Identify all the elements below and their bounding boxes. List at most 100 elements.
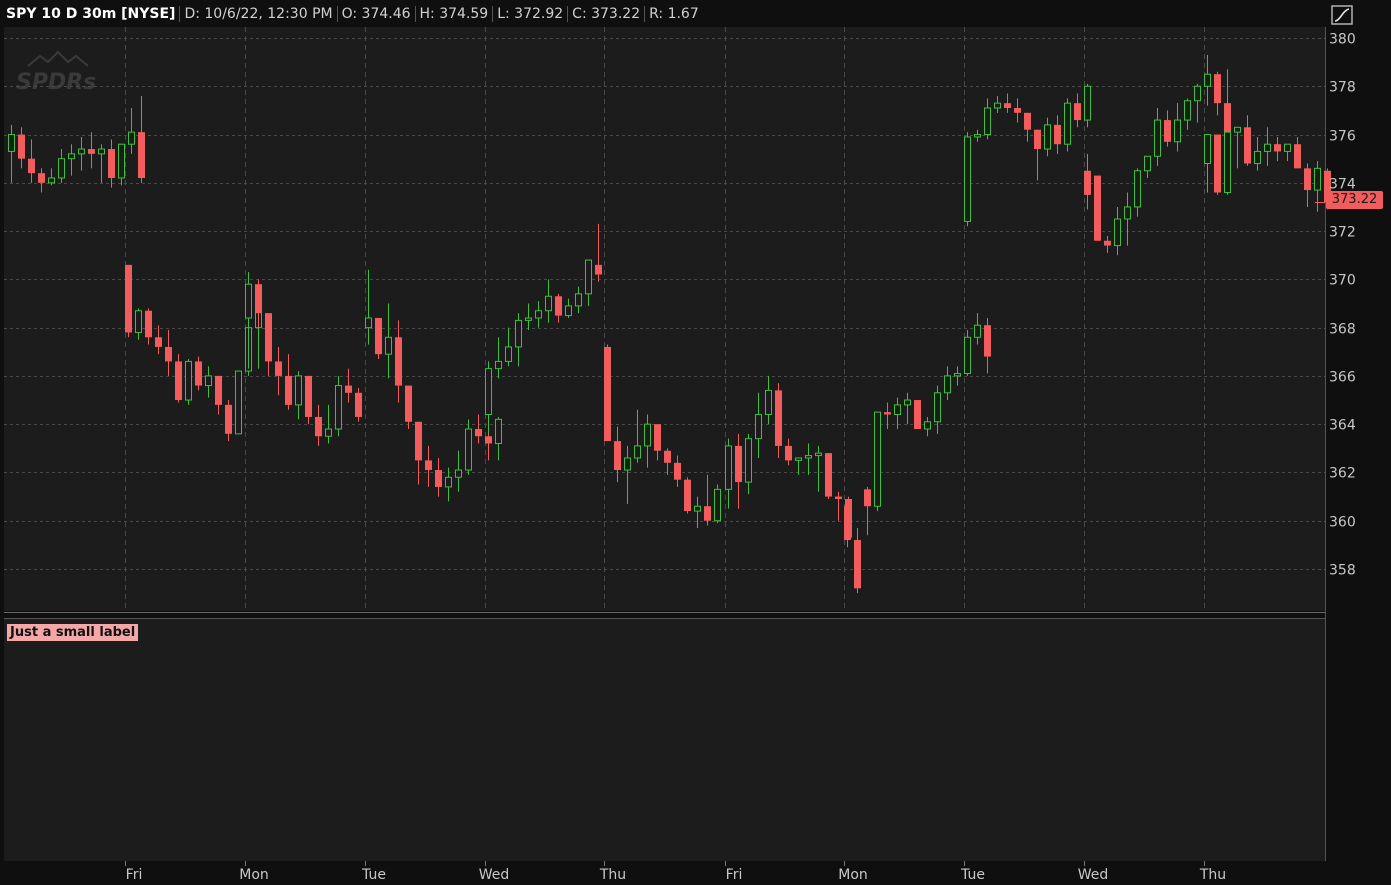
candles-layer: [8, 54, 1331, 594]
candle: [735, 433, 742, 509]
candle-body: [775, 390, 782, 446]
candle-body: [305, 375, 312, 417]
candle: [545, 279, 552, 323]
price-pane[interactable]: [4, 27, 1325, 611]
candle-body: [664, 450, 671, 463]
candle: [1204, 134, 1211, 193]
candle: [1254, 136, 1261, 171]
candle-body: [355, 392, 362, 417]
candle-body: [854, 540, 861, 589]
candle-body: [704, 506, 711, 521]
high-readout: H: 374.59: [414, 6, 493, 22]
candle: [175, 354, 182, 403]
candle: [934, 385, 941, 434]
symbol-title[interactable]: SPY 10 D 30m [NYSE]: [6, 6, 176, 22]
price-tick-label: 364: [1329, 418, 1356, 434]
candle-body: [864, 489, 871, 507]
candle: [785, 438, 792, 466]
study-pane[interactable]: [4, 619, 1325, 861]
candle: [974, 129, 981, 142]
candle-body: [335, 385, 342, 430]
candle: [28, 139, 35, 183]
candle: [515, 313, 522, 367]
candle: [1274, 136, 1281, 162]
candle: [245, 272, 252, 369]
candle-body: [285, 375, 292, 405]
candle-body: [694, 505, 701, 512]
candle-body: [805, 455, 812, 459]
date-readout: D: 10/6/22, 12:30 PM: [179, 6, 336, 22]
candle-body: [58, 158, 65, 179]
candle: [1244, 115, 1251, 166]
candle: [1074, 93, 1081, 128]
open-readout: O: 374.46: [336, 6, 415, 22]
candle: [165, 330, 172, 376]
candle-body: [785, 445, 792, 461]
time-axis[interactable]: Fri Mon Tue Wed Thu Fri Mon Tue Wed Thu: [125, 861, 1227, 883]
candle-body: [844, 506, 851, 541]
candle: [185, 359, 192, 405]
time-tick-label: Tue: [361, 867, 386, 883]
candle-body: [525, 317, 532, 321]
chart-style-icon[interactable]: [1330, 4, 1354, 26]
candle: [1044, 117, 1051, 157]
candle: [405, 385, 412, 430]
candle: [275, 346, 282, 396]
candle-body: [215, 375, 222, 405]
candle: [674, 455, 681, 487]
candle-body: [1014, 107, 1021, 113]
candle: [864, 486, 871, 536]
candle-body: [535, 310, 542, 319]
close-readout: C: 373.22: [567, 6, 644, 22]
candle: [415, 421, 422, 485]
price-tick-label: 380: [1329, 32, 1356, 48]
candle: [285, 354, 292, 410]
candle: [78, 136, 85, 171]
candle: [704, 474, 711, 526]
candle: [445, 467, 452, 502]
candle: [128, 107, 135, 154]
candle-body: [1124, 206, 1131, 220]
candle-body: [1044, 124, 1051, 150]
price-tick-label: 370: [1329, 273, 1356, 289]
price-tick-label: 374: [1329, 177, 1356, 193]
candle-body: [755, 414, 762, 440]
candle: [805, 443, 812, 475]
time-tick-label: Thu: [599, 867, 626, 883]
candle-body: [904, 399, 911, 406]
candle-body: [195, 361, 202, 386]
candle-body: [835, 496, 842, 500]
candle-body: [674, 462, 681, 480]
candle-body: [325, 428, 332, 437]
candle-body: [128, 131, 135, 145]
candle: [375, 317, 382, 360]
price-axis[interactable]: 358 360 362 364 366 368 370 372 374 376 378 380: [1329, 32, 1356, 579]
candle-body: [964, 336, 971, 374]
candle: [345, 368, 352, 403]
candle-body: [495, 418, 502, 444]
candle: [914, 400, 921, 430]
candle-body: [28, 158, 35, 174]
candle: [795, 457, 802, 475]
candle-body: [765, 389, 772, 416]
candle-body: [1244, 127, 1251, 164]
candle-body: [485, 436, 492, 444]
candle: [365, 269, 372, 345]
candle: [624, 445, 631, 504]
candle-body: [465, 428, 472, 471]
candle: [994, 95, 1001, 113]
candle: [1124, 192, 1131, 246]
candle-body: [735, 445, 742, 483]
candle-body: [1214, 134, 1221, 193]
candle: [495, 416, 502, 461]
candle: [1214, 134, 1221, 195]
candle: [255, 279, 262, 328]
candle-body: [138, 132, 145, 178]
candle: [555, 293, 562, 323]
candle: [725, 438, 732, 509]
candle-body: [954, 372, 961, 377]
candle: [765, 375, 772, 425]
candle-body: [984, 107, 991, 136]
candle-body: [1234, 126, 1241, 133]
